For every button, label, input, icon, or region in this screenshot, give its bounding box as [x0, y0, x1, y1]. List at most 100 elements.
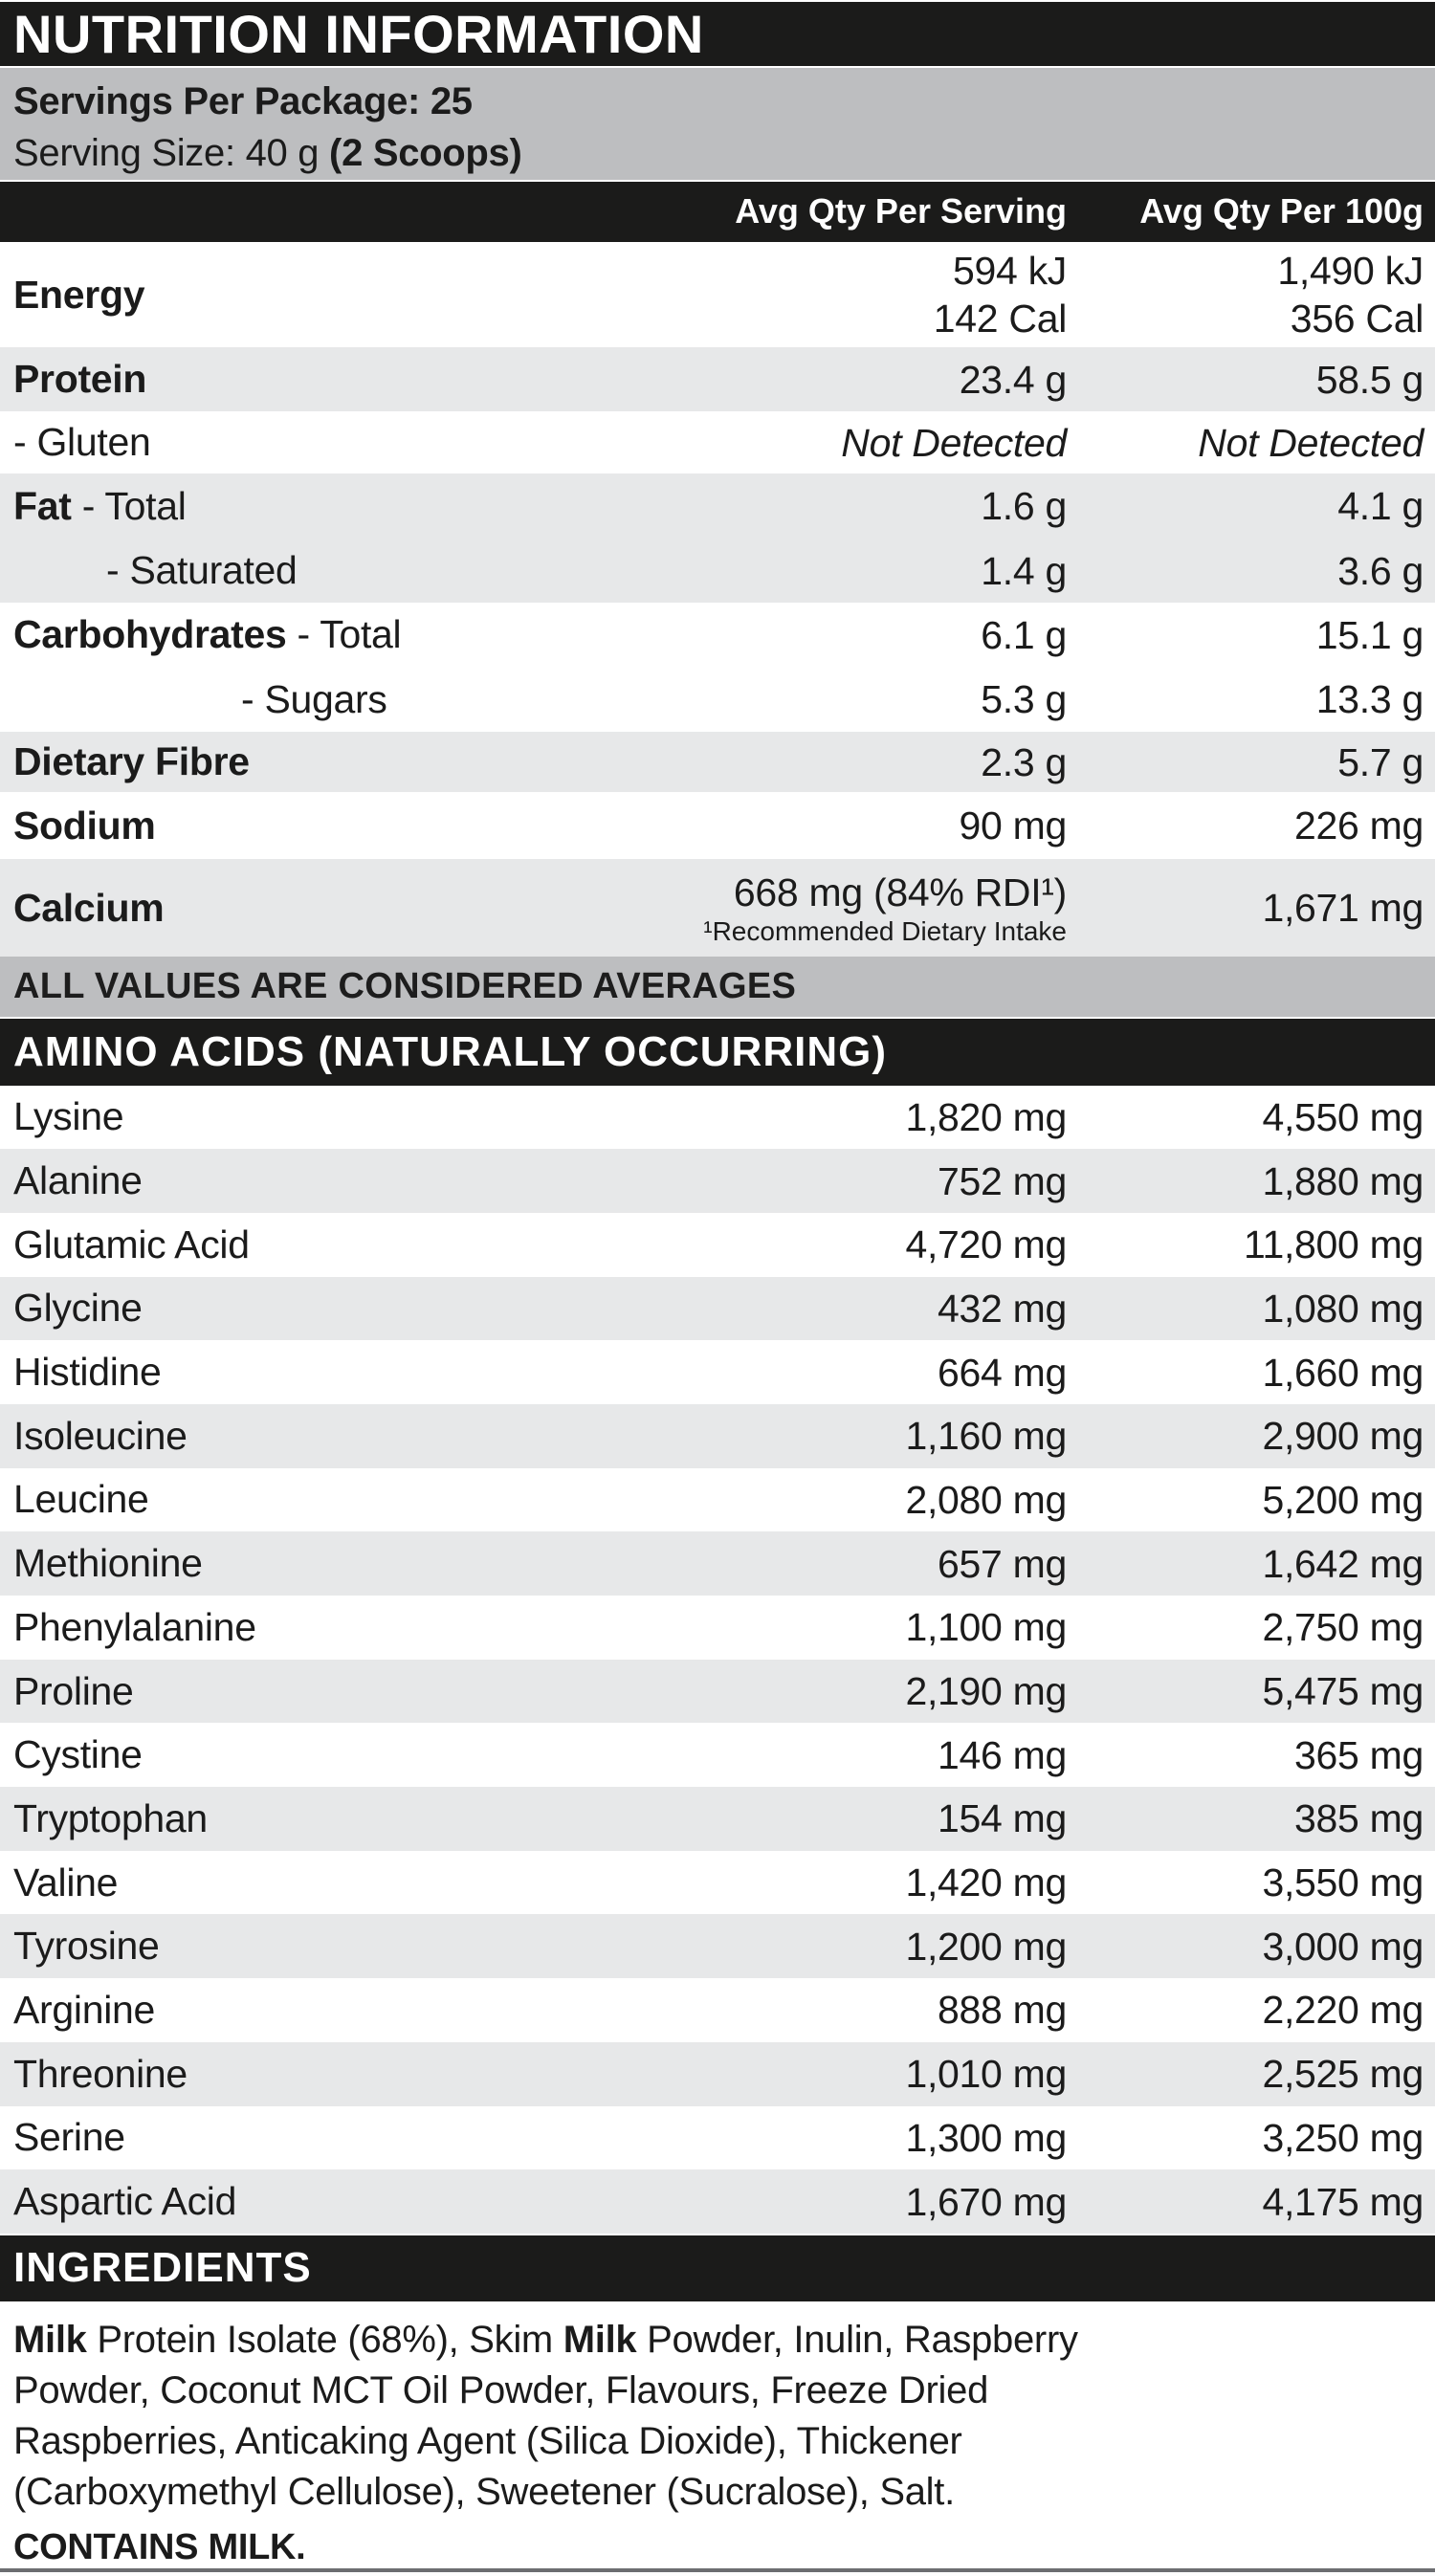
table-row: Serine 1,300 mg 3,250 mg: [0, 2105, 1435, 2170]
bold-text: Servings Per Package: 25: [13, 80, 473, 123]
rdi-footnote: ¹Recommended Dietary Intake: [703, 916, 1067, 947]
avg-qty-per-serving-value: 6.1 g: [541, 611, 1076, 659]
nutrient-name: - Saturated: [0, 548, 541, 593]
avg-qty-per-serving-value: Not Detected: [541, 419, 1076, 467]
table-row: Isoleucine 1,160 mg 2,900 mg: [0, 1403, 1435, 1468]
avg-qty-per-serving-value: 1.6 g: [541, 482, 1076, 530]
amino-acid-name: Tryptophan: [13, 1795, 208, 1840]
bold-text: Milk: [13, 2319, 87, 2362]
value-line: 356 Cal: [1290, 297, 1424, 341]
avg-qty-per-serving-value: 432 mg: [938, 1286, 1067, 1331]
avg-qty-per-100g-value: 4.1 g: [1076, 482, 1435, 530]
amino-acid-name: Lysine: [13, 1094, 124, 1139]
value-line: Not Detected: [841, 420, 1067, 465]
avg-qty-per-serving-value: 2,080 mg: [905, 1477, 1067, 1522]
amino-acid-name: Proline: [13, 1668, 134, 1713]
text: Serving Size: 40 g: [13, 132, 330, 175]
avg-qty-per-100g-value: 3.6 g: [1076, 547, 1435, 595]
table-row: Fat - Total 1.6 g 4.1 g: [0, 473, 1435, 539]
avg-qty-per-serving-value: 1,670 mg: [905, 2179, 1067, 2224]
amino-acid-name: Isoleucine: [13, 1413, 188, 1458]
column-header-per-serving: Avg Qty Per Serving: [735, 191, 1067, 231]
text: Powder, Inulin, Raspberry: [636, 2319, 1078, 2362]
avg-qty-per-100g-value: 1,880 mg: [1262, 1158, 1424, 1203]
amino-acid-name: Alanine: [13, 1158, 143, 1203]
amino-acids-heading: AMINO ACIDS (NATURALLY OCCURRING): [0, 1019, 1435, 1086]
avg-qty-per-serving-value: 2,190 mg: [905, 1669, 1067, 1714]
avg-qty-per-100g-value: 1,660 mg: [1262, 1350, 1424, 1395]
table-row: Leucine 2,080 mg 5,200 mg: [0, 1467, 1435, 1532]
avg-qty-per-100g-value: 1,080 mg: [1262, 1286, 1424, 1331]
nutrient-name: Carbohydrates - Total: [0, 612, 541, 657]
avg-qty-per-100g-value: 15.1 g: [1076, 611, 1435, 659]
table-row: Threonine 1,010 mg 2,525 mg: [0, 2041, 1435, 2106]
column-header-per-100g: Avg Qty Per 100g: [1139, 191, 1424, 231]
table-row: Histidine 664 mg 1,660 mg: [0, 1340, 1435, 1404]
bold-text: Carbohydrates: [13, 612, 287, 657]
avg-qty-per-serving-value: 888 mg: [938, 1988, 1067, 2033]
bold-text: Calcium: [13, 885, 165, 930]
avg-qty-per-serving-value: 146 mg: [938, 1732, 1067, 1777]
value-line: 3.6 g: [1337, 548, 1424, 593]
ingredients-text: Milk Protein Isolate (68%), Skim Milk Po…: [0, 2301, 1435, 2518]
nutrition-table: Energy 594 kJ 142 Cal 1,490 kJ 356 Cal Protei…: [0, 242, 1435, 958]
averages-note: ALL VALUES ARE CONSIDERED AVERAGES: [0, 957, 1435, 1018]
value-line: 1,490 kJ: [1277, 249, 1424, 294]
text: Raspberries, Anticaking Agent (Silica Di…: [13, 2420, 962, 2463]
nutrient-name: Protein: [0, 357, 541, 402]
avg-qty-per-100g-value: 5.7 g: [1076, 738, 1435, 786]
value-line: 2.3 g: [981, 739, 1067, 784]
avg-qty-per-100g-value: 2,525 mg: [1262, 2052, 1424, 2097]
amino-acid-name: Leucine: [13, 1477, 149, 1522]
value-line: 142 Cal: [933, 297, 1068, 341]
text: - Saturated: [106, 548, 298, 593]
avg-qty-per-100g-value: 4,175 mg: [1262, 2179, 1424, 2224]
avg-qty-per-100g-value: 5,200 mg: [1262, 1477, 1424, 1522]
bold-text: Energy: [13, 272, 145, 317]
table-row: Tyrosine 1,200 mg 3,000 mg: [0, 1914, 1435, 1979]
servings-per-package: Servings Per Package: 25: [13, 76, 1422, 127]
table-row: Cystine 146 mg 365 mg: [0, 1723, 1435, 1788]
value-line: Not Detected: [1198, 420, 1424, 465]
value-line: 1.6 g: [981, 484, 1067, 529]
value-line: 6.1 g: [981, 612, 1067, 657]
avg-qty-per-serving-value: 1,820 mg: [905, 1094, 1067, 1139]
text: - Sugars: [241, 676, 387, 721]
avg-qty-per-100g-value: 3,000 mg: [1262, 1924, 1424, 1969]
avg-qty-per-serving-value: 5.3 g: [541, 675, 1076, 723]
avg-qty-per-100g-value: 2,900 mg: [1262, 1414, 1424, 1459]
amino-acid-name: Arginine: [13, 1987, 156, 2032]
avg-qty-per-serving-value: 752 mg: [938, 1158, 1067, 1203]
table-row: - Gluten Not Detected Not Detected: [0, 411, 1435, 474]
avg-qty-per-serving-value: 4,720 mg: [905, 1222, 1067, 1267]
avg-qty-per-serving-value: 1,100 mg: [905, 1605, 1067, 1650]
column-headers: Avg Qty Per Serving Avg Qty Per 100g: [0, 181, 1435, 243]
serving-info: Servings Per Package: 25 Serving Size: 4…: [0, 68, 1435, 180]
table-row: Glycine 432 mg 1,080 mg: [0, 1276, 1435, 1341]
avg-qty-per-100g-value: 1,642 mg: [1262, 1541, 1424, 1586]
table-row: Lysine 1,820 mg 4,550 mg: [0, 1085, 1435, 1150]
bold-text: Protein: [13, 357, 147, 402]
bold-text: Fat: [13, 483, 72, 528]
bold-text: Milk: [563, 2319, 637, 2362]
value-line: 13.3 g: [1315, 677, 1424, 722]
table-row: Phenylalanine 1,100 mg 2,750 mg: [0, 1596, 1435, 1660]
ingredients-line: (Carboxymethyl Cellulose), Sweetener (Su…: [13, 2467, 1397, 2518]
allergen-statement: CONTAINS MILK.: [13, 2527, 306, 2568]
amino-acids-table: Lysine 1,820 mg 4,550 mg Alanine 752 mg 1,880…: [0, 1085, 1435, 2234]
avg-qty-per-serving-value: 2.3 g: [541, 738, 1076, 786]
avg-qty-per-100g-value: 13.3 g: [1076, 675, 1435, 723]
avg-qty-per-serving-value: 1,010 mg: [905, 2052, 1067, 2097]
avg-qty-per-serving-value: 1,200 mg: [905, 1924, 1067, 1969]
bold-text: Dietary Fibre: [13, 739, 250, 784]
table-row: Arginine 888 mg 2,220 mg: [0, 1978, 1435, 2042]
page-title: NUTRITION INFORMATION: [0, 2, 1435, 67]
bold-text: Sodium: [13, 803, 156, 848]
avg-qty-per-serving-value: 657 mg: [938, 1541, 1067, 1586]
amino-acid-name: Serine: [13, 2115, 125, 2160]
ingredients-heading: INGREDIENTS: [0, 2235, 1435, 2302]
nutrient-name: Calcium: [0, 886, 541, 931]
ingredients-line: Milk Protein Isolate (68%), Skim Milk Po…: [13, 2315, 1397, 2366]
value-line: 1,671 mg: [1262, 886, 1424, 931]
